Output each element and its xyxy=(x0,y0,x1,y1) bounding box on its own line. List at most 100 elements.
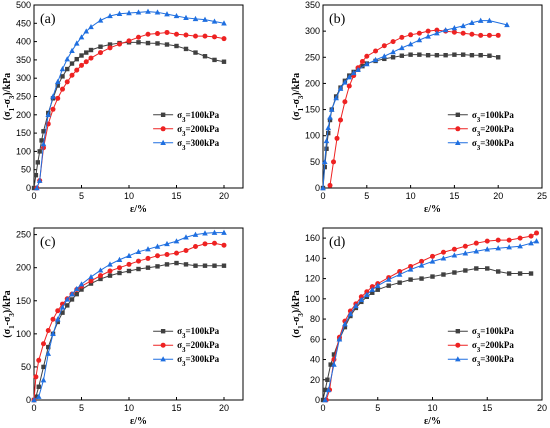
data-point xyxy=(495,245,501,251)
data-point xyxy=(41,341,46,347)
y-tick-label: 50 xyxy=(310,157,320,167)
chart-panel-d: (d) ε/% (σ1-σ3)/kPa 0 5 10 15 20 0 20 40 60 80 100… xyxy=(291,227,547,427)
plot-frame xyxy=(33,227,244,401)
legend-marker xyxy=(160,342,166,348)
data-point xyxy=(33,394,39,399)
data-point xyxy=(342,79,348,85)
data-point xyxy=(40,377,47,383)
x-axis-label: ε/% xyxy=(424,416,441,427)
data-point xyxy=(192,15,199,22)
data-point xyxy=(136,40,141,45)
data-point xyxy=(506,237,512,243)
data-point xyxy=(98,273,103,279)
y-tick-label: 150 xyxy=(305,105,320,115)
legend-marker xyxy=(455,329,461,334)
data-point xyxy=(375,287,380,292)
x-tick-label: 10 xyxy=(124,403,134,413)
data-point xyxy=(41,364,46,370)
data-point xyxy=(372,56,379,63)
data-point xyxy=(164,42,170,47)
data-point xyxy=(31,397,37,403)
data-point xyxy=(69,61,75,66)
data-point xyxy=(88,55,94,61)
data-point xyxy=(202,54,208,59)
data-point xyxy=(336,336,343,342)
data-point xyxy=(460,30,466,36)
data-point xyxy=(60,310,65,315)
data-point xyxy=(369,284,375,290)
data-point xyxy=(78,34,85,40)
y-tick-label: 20 xyxy=(310,375,320,385)
data-point xyxy=(155,41,160,46)
data-point xyxy=(59,66,66,72)
data-point xyxy=(320,397,326,403)
data-point xyxy=(34,185,40,191)
data-point xyxy=(517,271,523,276)
data-point xyxy=(385,276,392,282)
legend-label: σ3=300kPa xyxy=(177,138,220,152)
y-tick-label: 200 xyxy=(305,78,320,88)
data-point xyxy=(396,271,403,277)
data-point xyxy=(164,11,170,17)
data-point xyxy=(408,32,414,38)
legend-entry: σ3=300kPa xyxy=(153,354,220,368)
data-point xyxy=(79,287,84,292)
data-point xyxy=(193,263,198,268)
data-point xyxy=(60,86,65,92)
data-point xyxy=(64,296,71,302)
data-point xyxy=(390,55,396,60)
data-point xyxy=(60,74,65,79)
y-tick-label: 250 xyxy=(16,92,31,102)
series-2 xyxy=(31,240,227,403)
legend-marker xyxy=(455,112,461,117)
data-point xyxy=(441,272,446,277)
data-point xyxy=(183,247,189,253)
data-point xyxy=(478,52,483,58)
y-tick-label: 0 xyxy=(315,395,320,405)
data-point xyxy=(528,271,534,276)
series-line xyxy=(322,20,508,189)
y-tick-label: 250 xyxy=(305,52,320,62)
panel-label: (b) xyxy=(329,12,346,27)
data-point xyxy=(451,246,457,252)
panel-label: (d) xyxy=(329,235,346,250)
data-point xyxy=(358,296,365,303)
data-point xyxy=(347,311,354,317)
data-point xyxy=(183,32,189,38)
x-axis-label: ε/% xyxy=(130,204,147,215)
data-point xyxy=(40,141,47,147)
data-point xyxy=(359,58,365,64)
data-point xyxy=(429,258,436,264)
data-point xyxy=(495,237,501,243)
x-tick-label: 0 xyxy=(31,403,36,413)
data-point xyxy=(462,250,469,256)
data-point xyxy=(390,49,396,55)
data-point xyxy=(407,41,414,47)
y-tick-label: 0 xyxy=(26,183,31,193)
data-point xyxy=(74,291,79,297)
data-point xyxy=(419,276,424,281)
legend-entry: σ3=300kPa xyxy=(153,138,220,152)
data-point xyxy=(533,238,540,244)
data-point xyxy=(173,12,180,19)
x-axis-label: ε/% xyxy=(130,416,147,427)
data-point xyxy=(221,59,227,64)
data-point xyxy=(78,281,85,287)
data-point xyxy=(154,243,161,249)
series-1 xyxy=(31,260,227,403)
data-point xyxy=(145,8,151,14)
data-point xyxy=(50,106,56,112)
data-point xyxy=(328,106,335,112)
data-point xyxy=(98,50,103,56)
y-tick-label: 150 xyxy=(16,296,31,306)
legend-label: σ3=100kPa xyxy=(472,110,515,124)
data-point xyxy=(425,33,431,39)
data-point xyxy=(506,244,512,250)
legend-label: σ3=200kPa xyxy=(177,124,220,138)
x-tick-label: 15 xyxy=(482,403,492,413)
data-point xyxy=(183,14,189,21)
data-point xyxy=(136,266,141,272)
legend-entry: σ3=300kPa xyxy=(447,354,514,368)
data-point xyxy=(430,253,435,259)
